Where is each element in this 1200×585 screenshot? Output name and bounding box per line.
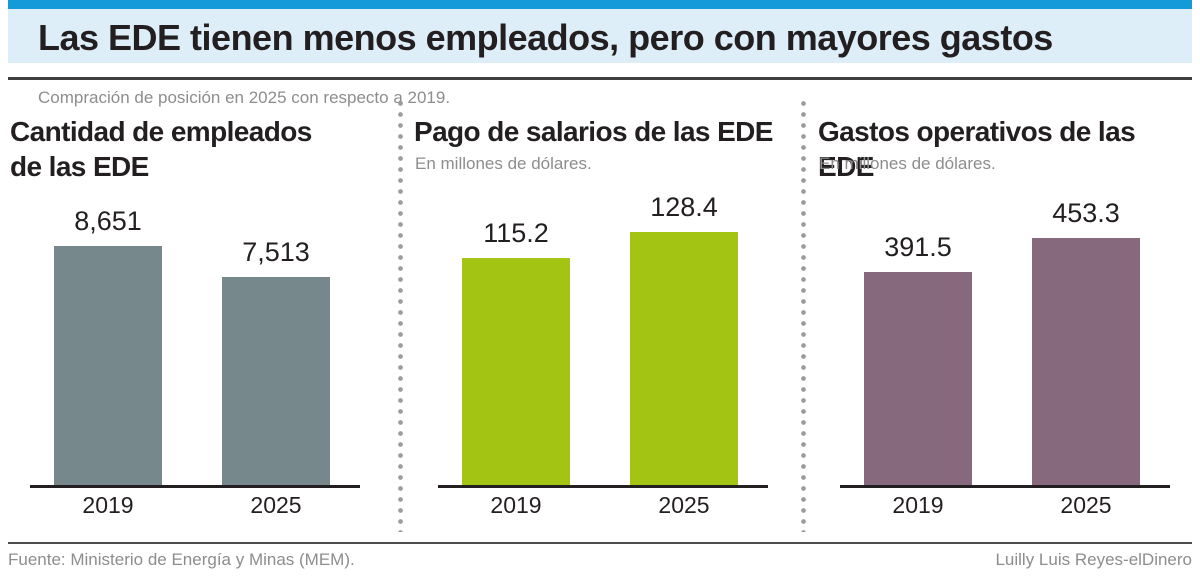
chart-area: 115.2 2019 128.4 2025 [438,192,768,518]
bar [864,272,972,485]
x-axis-label: 2025 [250,492,302,518]
panel-employees: Cantidad de empleados de las EDE 8,651 20… [8,112,392,532]
panel-title: Gastos operativos de las EDE [818,116,1136,182]
panel-unit-label: En millones de dólares. [415,154,592,173]
x-axis-label: 2019 [892,492,944,518]
panel-operating-costs: Gastos operativos de las EDE En millones… [816,112,1196,532]
footer-credit: Luilly Luis Reyes-elDinero [995,550,1192,569]
bar-value-label: 453.3 [1052,198,1120,228]
panel-unit-label: En millones de dólares. [819,154,996,173]
bar-value-label: 7,513 [242,237,310,267]
panel-salaries: Pago de salarios de las EDE En millones … [412,112,796,532]
x-axis-label: 2019 [82,492,134,518]
bar-value-label: 128.4 [650,192,718,222]
page-subtitle: Compración de posición en 2025 con respe… [38,88,451,107]
dotted-divider [801,98,806,532]
bar-value-label: 391.5 [884,232,952,262]
panel-title: Pago de salarios de las EDE [414,116,773,147]
charts-row: Cantidad de empleados de las EDE 8,651 20… [0,112,1200,532]
bar [462,258,570,485]
bar-value-label: 115.2 [483,218,549,248]
chart-area: 8,651 2019 7,513 2025 [30,206,360,518]
bar [54,246,162,485]
header-divider [8,77,1192,80]
dotted-divider [398,98,403,532]
bar [1032,238,1140,485]
bar-value-label: 8,651 [74,206,142,236]
footer-divider [8,542,1192,544]
chart-area: 391.5 2019 453.3 2025 [840,198,1170,518]
header-accent-strip [8,0,1192,9]
x-axis-label: 2025 [658,492,710,518]
bar [222,277,330,485]
bar [630,232,738,485]
x-axis-label: 2025 [1060,492,1112,518]
x-axis-label: 2019 [490,492,542,518]
page-title: Las EDE tienen menos empleados, pero con… [38,17,1053,58]
footer-source: Fuente: Ministerio de Energía y Minas (M… [8,550,355,569]
header-banner [8,9,1192,63]
panel-title: Cantidad de empleados de las EDE [10,116,312,182]
